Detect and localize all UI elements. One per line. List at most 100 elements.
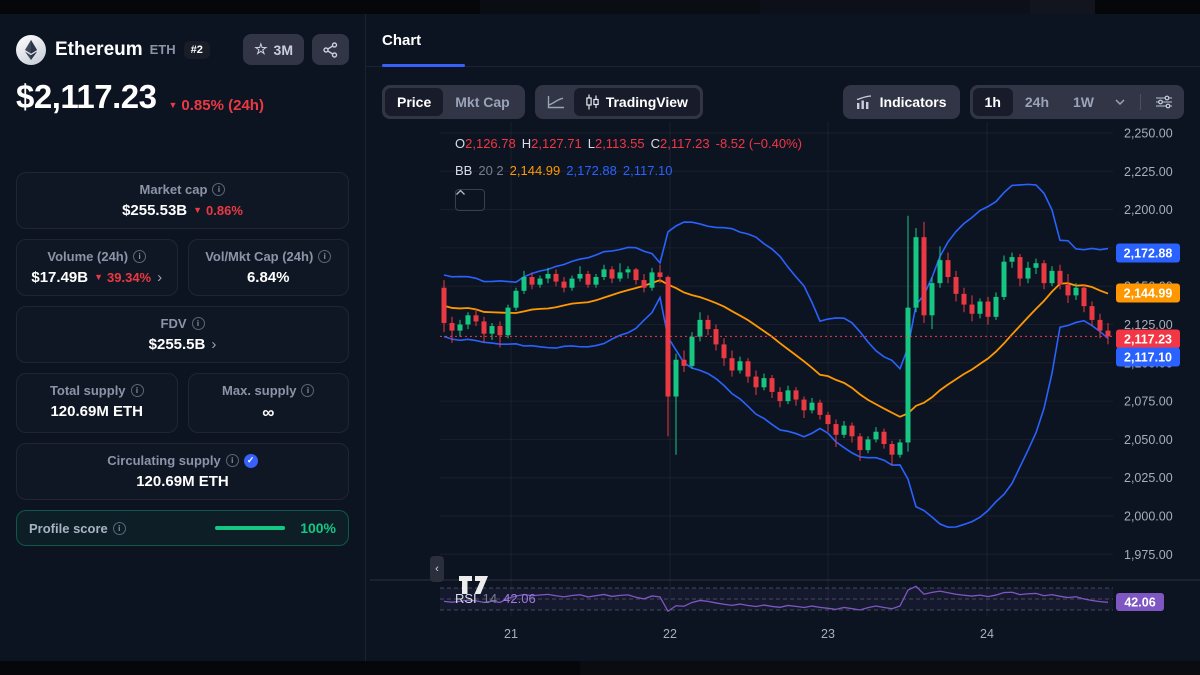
tab-chart[interactable]: Chart: [382, 31, 422, 49]
market-cap-value: $255.53B: [122, 202, 188, 219]
toggle-mktcap[interactable]: Mkt Cap: [455, 94, 510, 110]
timeframe-1h[interactable]: 1h: [972, 88, 1013, 116]
candle: [585, 273, 591, 285]
candle: [1049, 270, 1055, 284]
candle: [441, 287, 447, 323]
candle: [857, 436, 863, 451]
candle: [665, 277, 671, 397]
chart-settings-button[interactable]: [1147, 88, 1181, 116]
candle: [481, 321, 487, 334]
timeframe-selector: 1h 24h 1W: [969, 85, 1184, 119]
price-axis-badge: [1116, 283, 1180, 303]
price-axis-label: 2,050.00: [1124, 433, 1173, 447]
candle: [633, 269, 639, 281]
price-chart[interactable]: 2,250.002,225.002,200.002,175.002,150.00…: [370, 112, 1200, 661]
chart-type-toggle: TradingView: [534, 85, 703, 119]
chevron-down-icon: [1115, 99, 1125, 105]
star-icon: ☆: [254, 41, 268, 58]
market-cap-change: ▼ 0.86%: [193, 203, 243, 218]
candlestick-icon: [586, 94, 599, 110]
vol-mktcap-card: Vol/Mkt Cap (24h) i 6.84%: [187, 239, 349, 296]
candle: [793, 390, 799, 400]
candle: [689, 336, 695, 366]
candle: [545, 273, 551, 279]
candle: [777, 391, 783, 402]
candle: [969, 304, 975, 314]
info-icon[interactable]: i: [130, 384, 144, 397]
rsi-value: 42.06: [503, 591, 536, 606]
line-chart-toggle[interactable]: [538, 88, 574, 116]
tradingview-toggle[interactable]: TradingView: [573, 88, 700, 116]
timeframe-24h[interactable]: 24h: [1024, 94, 1049, 110]
share-button[interactable]: [312, 34, 349, 65]
candle: [521, 277, 527, 291]
candle: [1025, 267, 1031, 279]
price-axis-badge: [1116, 347, 1180, 367]
candle: [865, 439, 871, 451]
candle: [657, 272, 663, 278]
circulating-supply-label: Circulating supply: [107, 453, 221, 468]
collapse-legend-button[interactable]: [455, 189, 485, 211]
top-bar-segment: [480, 0, 760, 14]
bb-name: BB: [455, 163, 473, 178]
price-axis-badge: [1116, 329, 1180, 349]
down-triangle-icon: ▼: [94, 272, 104, 282]
candle: [457, 324, 463, 331]
info-icon[interactable]: i: [318, 250, 332, 263]
candle: [497, 326, 503, 336]
tab-bar: Chart: [366, 14, 1200, 67]
bollinger-upper-line: [443, 183, 1109, 371]
bb-upper-value: 2,172.88: [566, 163, 617, 178]
candle: [513, 290, 519, 308]
timeframe-1w[interactable]: 1W: [1073, 94, 1094, 110]
main-panel: Chart Price Mkt Cap: [366, 14, 1200, 661]
candle: [1017, 257, 1023, 279]
candle: [1097, 319, 1103, 331]
chart-canvas[interactable]: 2,250.002,225.002,200.002,175.002,150.00…: [370, 112, 1200, 661]
watchlist-button[interactable]: ☆ 3M: [243, 34, 304, 65]
info-icon[interactable]: i: [225, 454, 239, 467]
candle: [825, 414, 831, 425]
candle: [729, 358, 735, 371]
time-axis-label: 21: [504, 627, 518, 641]
coin-symbol: ETH: [149, 42, 176, 57]
price-axis-label: 1,975.00: [1124, 548, 1173, 562]
info-icon[interactable]: i: [133, 250, 147, 263]
candle: [1041, 263, 1047, 284]
time-axis-label: 24: [980, 627, 994, 641]
candle: [705, 319, 711, 330]
price-axis-badge-value: 2,172.88: [1124, 247, 1173, 261]
market-cap-label: Market cap: [139, 182, 208, 197]
chevron-up-icon: [456, 190, 465, 195]
ohlc-low: 2,113.55: [594, 136, 645, 151]
candle: [905, 307, 911, 443]
price-axis-label: 2,125.00: [1124, 318, 1173, 332]
candle: [961, 293, 967, 305]
chevron-right-icon[interactable]: ›: [211, 336, 217, 353]
candle: [553, 273, 559, 282]
toggle-price[interactable]: Price: [385, 88, 444, 116]
profile-score-card: Profile score i 100%: [16, 510, 349, 546]
candle: [1057, 270, 1063, 285]
candle: [641, 280, 647, 288]
info-icon[interactable]: i: [112, 521, 126, 535]
ohlc-close: 2,117.23: [660, 136, 710, 151]
volume-label: Volume (24h): [47, 249, 129, 264]
candle: [529, 277, 535, 285]
ethereum-logo-icon: [16, 34, 46, 65]
indicators-button[interactable]: Indicators: [842, 85, 960, 119]
candle: [993, 296, 999, 317]
candle: [1009, 257, 1015, 262]
info-icon[interactable]: i: [212, 183, 226, 196]
candles-layer: [441, 215, 1111, 466]
rsi-axis-badge: [1116, 593, 1164, 611]
chevron-right-icon[interactable]: ›: [157, 269, 163, 286]
info-icon[interactable]: i: [191, 317, 205, 330]
info-icon[interactable]: i: [301, 384, 315, 397]
pane-collapse-arrow[interactable]: ‹: [430, 556, 444, 582]
price-axis-badge-value: 2,117.23: [1124, 333, 1172, 347]
candle: [625, 269, 631, 273]
candle: [617, 272, 623, 279]
total-supply-card: Total supply i 120.69M ETH: [16, 373, 178, 433]
timeframe-more-dropdown[interactable]: [1106, 88, 1134, 116]
